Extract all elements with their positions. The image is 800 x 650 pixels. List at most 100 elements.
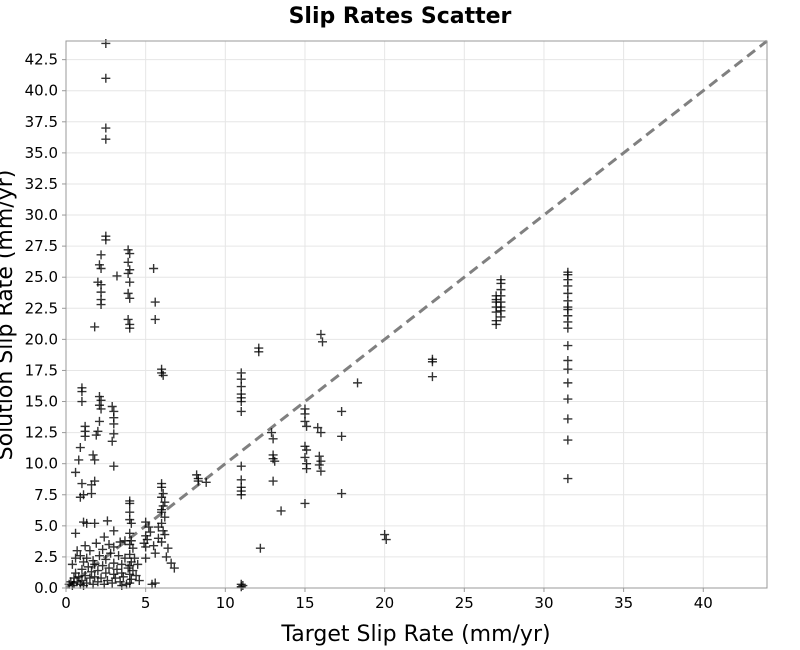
data-point: [94, 392, 104, 402]
data-point: [125, 249, 135, 259]
data-point: [125, 498, 135, 508]
data-point: [122, 579, 132, 589]
data-point: [236, 406, 246, 416]
data-point: [109, 542, 119, 552]
data-point: [491, 307, 501, 317]
y-tick-label: 2.5: [34, 548, 58, 566]
data-point: [109, 569, 119, 579]
data-point: [316, 428, 326, 438]
reference-line-layer: [65, 39, 768, 590]
data-point: [99, 532, 109, 542]
data-point: [427, 372, 437, 382]
data-point: [109, 558, 119, 568]
x-tick-label: 15: [295, 594, 314, 612]
data-point: [80, 541, 90, 551]
y-tick-label: 20.0: [25, 330, 58, 348]
data-point: [109, 526, 119, 536]
data-point: [313, 423, 323, 433]
data-point: [115, 537, 125, 547]
y-tick-label: 27.5: [25, 237, 58, 255]
data-point: [141, 542, 151, 552]
data-point: [85, 573, 95, 583]
data-point: [563, 323, 573, 333]
data-point: [300, 441, 310, 451]
data-point: [337, 489, 347, 499]
y-tick-label: 12.5: [25, 424, 58, 442]
data-point: [318, 337, 328, 347]
data-point: [72, 546, 82, 556]
data-point: [101, 568, 111, 578]
data-point: [75, 492, 85, 502]
data-point: [93, 566, 103, 576]
data-point: [112, 271, 122, 281]
data-point: [118, 572, 128, 582]
data-point: [91, 430, 101, 440]
data-point: [337, 406, 347, 416]
data-point: [381, 535, 391, 545]
data-point: [126, 536, 136, 546]
grid-lines: [65, 41, 767, 589]
data-point: [110, 573, 120, 583]
data-point: [302, 464, 312, 474]
data-point: [114, 551, 124, 561]
data-point: [90, 572, 100, 582]
data-point: [169, 563, 179, 573]
data-point: [128, 543, 138, 553]
data-point: [144, 522, 154, 532]
data-point: [150, 297, 160, 307]
data-point: [117, 581, 127, 591]
plot-area-frame: [65, 40, 768, 589]
data-point: [157, 492, 167, 502]
data-point: [94, 416, 104, 426]
data-point: [123, 314, 133, 324]
data-point: [67, 559, 77, 569]
data-point: [563, 394, 573, 404]
data-point: [131, 571, 141, 581]
data-point: [316, 329, 326, 339]
data-point: [157, 482, 167, 492]
data-point: [86, 567, 96, 577]
data-point: [125, 323, 135, 333]
data-point: [101, 38, 111, 48]
data-point: [302, 421, 312, 431]
data-point: [96, 573, 106, 583]
data-point: [193, 476, 203, 486]
data-point: [90, 455, 100, 465]
data-point: [314, 460, 324, 470]
data-point: [123, 268, 133, 278]
data-point: [150, 314, 160, 324]
data-point: [427, 357, 437, 367]
data-point: [107, 436, 117, 446]
data-point: [75, 443, 85, 453]
data-point: [80, 431, 90, 441]
y-tick-label: 32.5: [25, 175, 58, 193]
y-tick-label: 15.0: [25, 393, 58, 411]
data-point: [192, 470, 202, 480]
data-point: [270, 456, 280, 466]
data-point: [77, 576, 87, 586]
data-point: [314, 451, 324, 461]
data-point: [71, 467, 81, 477]
data-point: [491, 319, 501, 329]
data-point: [157, 518, 167, 528]
data-point: [236, 490, 246, 500]
data-points: [64, 38, 573, 592]
data-point: [134, 576, 144, 586]
y-tick-label: 25.0: [25, 268, 58, 286]
data-point: [83, 562, 93, 572]
data-point: [158, 526, 168, 536]
data-point: [88, 579, 98, 589]
data-point: [106, 548, 116, 558]
x-axis-ticks: 0 5 10 15 20 25 30 35 40: [61, 588, 713, 612]
data-point: [96, 300, 106, 310]
data-point: [104, 539, 114, 549]
data-point: [107, 401, 117, 411]
y-tick-label: 37.5: [25, 113, 58, 131]
data-point: [123, 288, 133, 298]
data-point: [496, 312, 506, 322]
data-point: [563, 435, 573, 445]
data-point: [125, 569, 135, 579]
data-point: [141, 553, 151, 563]
data-point: [109, 461, 119, 471]
